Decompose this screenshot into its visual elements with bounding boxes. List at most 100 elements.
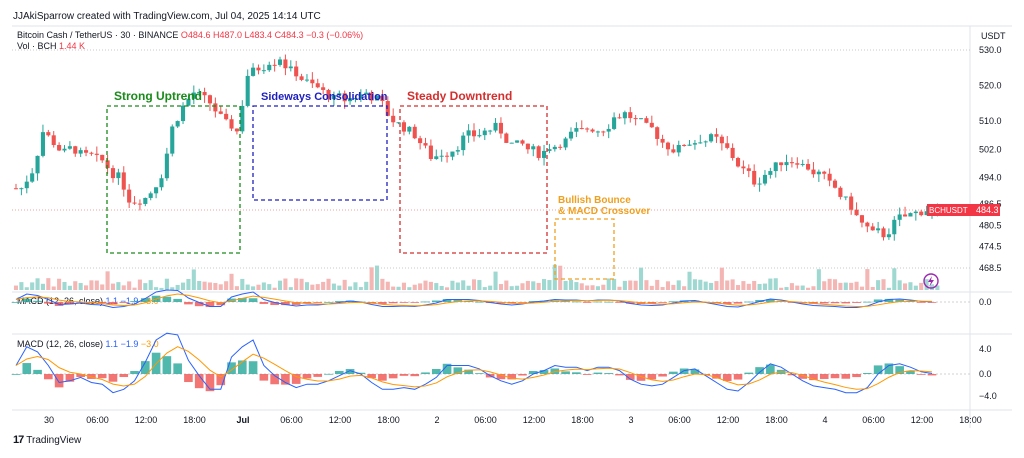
macd2-histogram-bar	[54, 374, 64, 388]
macd2-histogram-bar	[507, 374, 517, 380]
macd1-histogram-bar	[884, 298, 894, 302]
macd1-histogram-bar	[367, 302, 376, 304]
candle-body	[57, 145, 62, 151]
candle-body	[482, 130, 487, 136]
volume-bar	[859, 286, 865, 290]
volume-bar	[919, 282, 924, 290]
volume-bar	[541, 279, 547, 290]
candle-body	[746, 168, 751, 171]
candle-body	[89, 152, 94, 154]
time-tick-label: 12:00	[329, 415, 352, 425]
volume-bar	[515, 285, 520, 290]
candle-body	[35, 155, 40, 174]
volume-bar	[768, 278, 773, 290]
macd1-histogram-bar	[141, 298, 150, 302]
volume-legend[interactable]: Vol · BCH 1.44 K	[17, 41, 85, 51]
macd-legend-1-v2: −1.9	[120, 296, 139, 306]
candle-body	[660, 138, 665, 143]
macd-legend-2[interactable]: MACD (12, 26, close) 1.1 −1.9 −3.0	[17, 339, 159, 349]
candle-body	[741, 166, 746, 169]
macd2-histogram-bar	[259, 374, 269, 381]
volume-bar	[100, 284, 105, 290]
macd2-histogram-bar	[367, 374, 376, 379]
volume-bar	[913, 285, 918, 290]
volume-bar	[283, 278, 288, 290]
macd1-histogram-bar	[453, 300, 463, 302]
volume-bar	[493, 271, 498, 290]
macd1-histogram-bar	[270, 302, 279, 306]
volume-bar	[353, 282, 358, 290]
candle-body	[154, 187, 159, 194]
time-axis[interactable]: 30 06:00 12:00 18:00 Jul 06:00 12:00 18:00 2 06:0…	[44, 415, 982, 425]
volume-bar	[466, 285, 471, 290]
candle-body	[881, 228, 886, 238]
macd2-histogram-bar	[237, 360, 247, 374]
candle-body	[757, 183, 762, 185]
sideways-box	[252, 105, 388, 201]
macd2-histogram-bar	[431, 369, 441, 374]
volume-bar	[428, 281, 433, 290]
candle-body	[19, 188, 24, 190]
macd-pane-2	[11, 332, 937, 394]
footer-brand-text: TradingView	[26, 434, 82, 446]
macd2-histogram-bar	[248, 361, 258, 374]
volume-bar	[116, 282, 121, 290]
candle-body	[773, 162, 778, 172]
annotation-downtrend: Steady Downtrend	[407, 89, 512, 103]
price-axis[interactable]: 530.0520.0510.0502.0494.0486.5480.5474.5…	[979, 45, 1002, 273]
macd2-histogram-bar	[787, 374, 797, 376]
macd1-histogram-bar	[399, 302, 409, 303]
volume-bar	[234, 286, 239, 290]
volume-bar	[568, 279, 574, 290]
macd1-histogram-bar	[766, 299, 775, 302]
candle-body	[240, 105, 245, 132]
candle-body	[348, 98, 353, 102]
volume-bar	[342, 279, 347, 290]
macd2-histogram-bar	[162, 356, 172, 374]
candle-body	[116, 172, 121, 179]
price-tick-label: 520.0	[979, 80, 1002, 90]
volume-bar	[67, 285, 72, 290]
candle-body	[46, 132, 51, 136]
footer-brand[interactable]: 17 TradingView	[13, 434, 81, 446]
candle-body	[633, 118, 638, 120]
volume-bar	[730, 279, 735, 290]
candle-body	[229, 119, 234, 129]
macd1-histogram-bar	[378, 302, 387, 304]
macd2-histogram-bar	[65, 374, 75, 382]
macd2-histogram-bar	[744, 372, 754, 374]
candle-body	[51, 135, 56, 146]
macd2-histogram-bar	[313, 374, 323, 377]
volume-bar	[13, 285, 19, 290]
candle-body	[816, 171, 821, 175]
macd2-histogram-bar	[615, 374, 624, 376]
candle-body	[364, 92, 369, 95]
macd1-histogram-bar	[119, 302, 129, 303]
candle-body	[795, 163, 800, 165]
time-tick-label: 18:00	[377, 415, 400, 425]
candle-body	[62, 148, 67, 151]
macd2-histogram-bar	[572, 372, 581, 374]
time-tick-label: 12:00	[717, 415, 740, 425]
candle-body	[698, 142, 703, 144]
macd2-histogram-bar	[625, 374, 635, 380]
macd1-histogram-bar	[722, 302, 732, 305]
macd2-histogram-bar	[916, 374, 926, 375]
candle-body	[709, 134, 714, 142]
candle-body	[73, 146, 78, 154]
candles	[13, 54, 940, 241]
macd2-histogram-bar	[87, 374, 96, 379]
volume-bar	[110, 283, 116, 290]
volume-bar	[924, 279, 929, 290]
candle-body	[294, 66, 299, 77]
candle-body	[159, 178, 164, 188]
candle-body	[164, 153, 169, 179]
volume-bar	[213, 282, 218, 290]
volume-bar	[143, 283, 148, 290]
ohlc-low: L483.4	[244, 30, 273, 40]
volume-bar	[606, 278, 611, 290]
candle-body	[644, 118, 649, 123]
symbol-line[interactable]: Bitcoin Cash / TetherUS · 30 · BINANCE O…	[17, 30, 363, 40]
alert-lightning-icon[interactable]	[923, 273, 939, 289]
